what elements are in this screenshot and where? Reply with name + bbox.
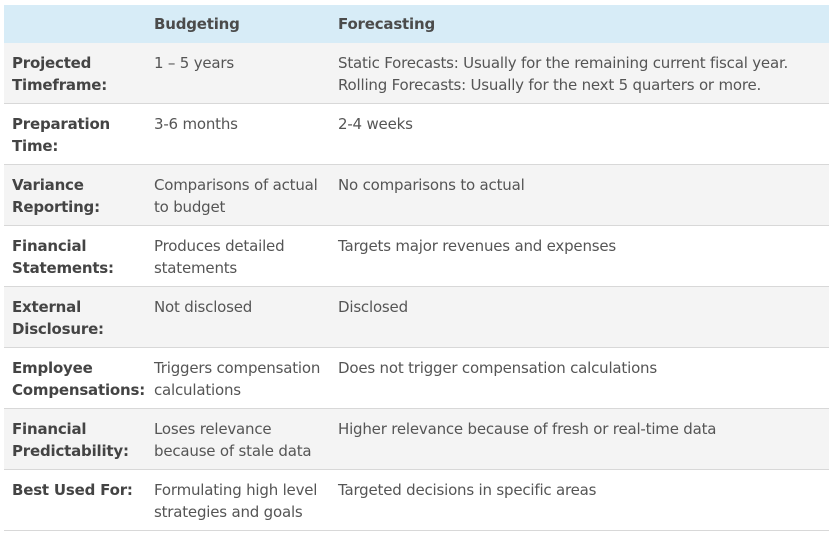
row-label-line: Reporting: [12,198,100,216]
row-label: Preparation Time: [4,104,146,165]
row-label: Employee Compensations: [4,348,146,409]
row-label-line: Predictability: [12,442,129,460]
forecasting-cell: Disclosed [330,287,829,348]
table-body: Projected Timeframe: 1 – 5 years Static For… [4,43,829,531]
row-label-line: Variance [12,176,84,194]
table-row: Financial Statements: Produces detailed st… [4,225,829,287]
row-label: Financial Predictability: [4,409,146,470]
table-row: Variance Reporting: Comparisons of actual … [4,164,829,226]
forecasting-line: 2-4 weeks [338,115,413,133]
budgeting-cell: Loses relevance because of stale data [154,420,312,460]
budgeting-cell: Not disclosed [154,298,253,316]
forecasting-line: Disclosed [338,298,408,316]
row-label-line: Compensations: [12,381,146,399]
budgeting-cell: Comparisons of actual to budget [154,176,318,216]
table-row: Projected Timeframe: 1 – 5 years Static For… [4,43,829,104]
row-label-line: Disclosure: [12,320,104,338]
table-row: External Disclosure: Not disclosed Disclose… [4,286,829,348]
table-row: Financial Predictability: Loses relevance … [4,408,829,470]
forecasting-cell: No comparisons to actual [330,165,829,226]
row-label: Projected Timeframe: [4,43,146,104]
table-header: Budgeting Forecasting [4,5,829,43]
forecasting-line: Targeted decisions in specific areas [338,481,597,499]
forecasting-line: Targets major revenues and expenses [338,237,617,255]
forecasting-cell: Targeted decisions in specific areas [330,470,829,531]
row-label-line: Time: [12,137,59,155]
table-row: Best Used For: Formulating high level str… [4,469,829,531]
forecasting-line: No comparisons to actual [338,176,525,194]
row-label: External Disclosure: [4,287,146,348]
row-label: Best Used For: [4,470,146,531]
forecasting-line: Higher relevance because of fresh or rea… [338,420,717,438]
row-label-line: Best Used For: [12,481,133,499]
forecasting-line: Rolling Forecasts: Usually for the next … [338,76,762,94]
row-label-line: Financial [12,237,87,255]
row-label-line: Timeframe: [12,76,108,94]
forecasting-cell: 2-4 weeks [330,104,829,165]
header-forecasting: Forecasting [338,15,435,33]
row-label-line: Statements: [12,259,114,277]
budgeting-cell: Produces detailed statements [154,237,285,277]
row-label: Variance Reporting: [4,165,146,226]
budgeting-cell: 1 – 5 years [154,54,234,72]
row-label-line: Preparation [12,115,111,133]
row-label-line: External [12,298,82,316]
header-row: Budgeting Forecasting [4,5,829,43]
table-row: Preparation Time: 3-6 months 2-4 weeks [4,103,829,165]
row-label: Financial Statements: [4,226,146,287]
row-label-line: Financial [12,420,87,438]
forecasting-line: Static Forecasts: Usually for the remain… [338,54,789,72]
row-label-line: Projected [12,54,92,72]
forecasting-cell: Higher relevance because of fresh or rea… [330,409,829,470]
forecasting-line: Does not trigger compensation calculatio… [338,359,657,377]
forecasting-cell: Targets major revenues and expenses [330,226,829,287]
header-budgeting: Budgeting [154,15,240,33]
forecasting-cell: Static Forecasts: Usually for the remain… [330,43,829,104]
budgeting-vs-forecasting-table: Budgeting Forecasting Projected Timeframe… [4,5,829,531]
budgeting-cell: 3-6 months [154,115,238,133]
row-label-line: Employee [12,359,93,377]
forecasting-cell: Does not trigger compensation calculatio… [330,348,829,409]
budgeting-cell: Formulating high level strategies and go… [154,481,318,521]
table-row: Employee Compensations: Triggers compensat… [4,347,829,409]
header-blank-cell [4,5,146,43]
budgeting-cell: Triggers compensation calculations [154,359,321,399]
